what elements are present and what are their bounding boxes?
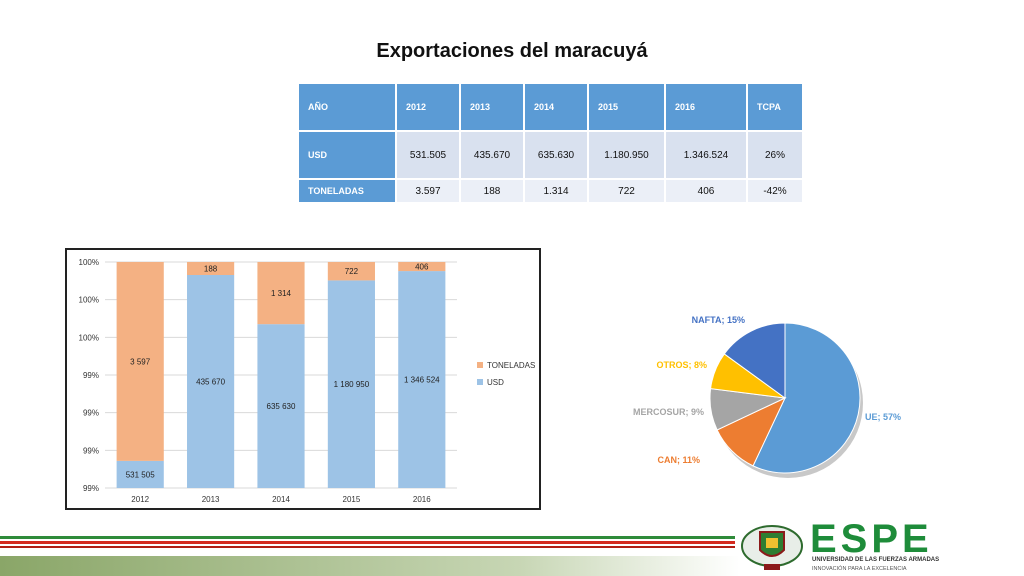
table-header-cell: 2015: [587, 82, 666, 132]
bar-toneladas: [257, 262, 305, 325]
table-cell: 1.346.524: [664, 130, 748, 180]
x-tick-label: 2013: [202, 495, 220, 504]
table-row: TONELADAS 3.597 188 1.314 722 406 -42%: [297, 178, 804, 204]
y-tick-label: 99%: [83, 484, 99, 493]
exports-table: AÑO 2012 2013 2014 2015 2016 TCPA USD 53…: [297, 82, 804, 204]
bar-toneladas: [398, 262, 446, 272]
bar-toneladas: [116, 262, 164, 461]
data-label: 1 180 950: [334, 380, 370, 389]
pie-chart: UE; 57% CAN; 11% MERCOSUR; 9% OTROS; 8% NAFT…: [610, 300, 940, 490]
bar-usd: [327, 280, 375, 488]
pie-label: MERCOSUR; 9%: [633, 407, 704, 417]
table-cell: 3.597: [395, 178, 461, 204]
table-cell: 188: [459, 178, 525, 204]
pie-slice: [723, 322, 786, 399]
row-label: USD: [297, 130, 397, 180]
y-tick-label: 100%: [79, 258, 99, 267]
x-tick-label: 2016: [413, 495, 431, 504]
footer-stripe-green: [0, 536, 735, 539]
legend-swatch: [477, 379, 483, 385]
data-label: 531 505: [126, 470, 155, 479]
legend-swatch: [477, 362, 483, 368]
pie-svg: UE; 57% CAN; 11% MERCOSUR; 9% OTROS; 8% NAFT…: [633, 315, 901, 478]
x-tick-label: 2014: [272, 495, 290, 504]
pie-label: CAN; 11%: [657, 455, 700, 465]
data-label: 1 346 524: [404, 376, 440, 385]
table-cell: 722: [587, 178, 666, 204]
data-label: 722: [345, 267, 359, 276]
row-label: TONELADAS: [297, 178, 397, 204]
data-label: 188: [204, 264, 218, 273]
data-label: 635 630: [267, 402, 296, 411]
footer-stripes: [0, 536, 735, 548]
pie-label: NAFTA; 15%: [692, 315, 745, 325]
table-cell: 1.180.950: [587, 130, 666, 180]
table-cell: 1.314: [523, 178, 589, 204]
data-label: 406: [415, 263, 429, 272]
table-header-cell: AÑO: [297, 82, 397, 132]
logo-tagline: INNOVACIÓN PARA LA EXCELENCIA: [812, 565, 907, 572]
stacked-bar-chart: 100% 100% 100% 99% 99% 99% 99% 531 505 3 597 2012…: [65, 248, 541, 510]
bar-usd: [257, 324, 305, 488]
footer-gradient-band: [0, 556, 740, 576]
bar-toneladas: [327, 262, 375, 281]
footer-stripe-darkred: [0, 546, 735, 548]
pie-label: UE; 57%: [865, 412, 901, 422]
y-tick-label: 100%: [79, 333, 99, 342]
page-title: Exportaciones del maracuyá: [376, 40, 648, 62]
table-header-cell: 2016: [664, 82, 748, 132]
logo-wordmark: ESPE: [810, 517, 933, 561]
stacked-bar-svg: 100% 100% 100% 99% 99% 99% 99% 531 505 3 597 2012…: [79, 258, 536, 504]
table-cell: -42%: [746, 178, 804, 204]
data-label: 435 670: [196, 377, 225, 386]
table-cell: 435.670: [459, 130, 525, 180]
bar-usd: [187, 274, 235, 488]
y-tick-label: 99%: [83, 446, 99, 455]
y-tick-label: 99%: [83, 371, 99, 380]
table-header-cell: 2012: [395, 82, 461, 132]
x-tick-label: 2012: [131, 495, 149, 504]
coat-of-arms-icon: [741, 525, 803, 570]
y-tick-label: 100%: [79, 296, 99, 305]
bar-usd: [398, 271, 446, 488]
espe-logo: ESPE UNIVERSIDAD DE LAS FUERZAS ARMADAS …: [741, 517, 939, 572]
table-header-cell: 2013: [459, 82, 525, 132]
data-label: 1 314: [271, 289, 292, 298]
table-header-cell: TCPA: [746, 82, 804, 132]
x-tick-label: 2015: [343, 495, 361, 504]
bar-toneladas: [187, 262, 235, 275]
bar-usd: [116, 460, 164, 488]
table-cell: 26%: [746, 130, 804, 180]
y-tick-label: 99%: [83, 409, 99, 418]
table-cell: 635.630: [523, 130, 589, 180]
table-header-row: AÑO 2012 2013 2014 2015 2016 TCPA: [297, 82, 804, 132]
legend-label: TONELADAS: [487, 361, 535, 370]
data-label: 3 597: [130, 357, 151, 366]
table-cell: 531.505: [395, 130, 461, 180]
table-cell: 406: [664, 178, 748, 204]
footer-stripe-red: [0, 541, 735, 544]
table-row: USD 531.505 435.670 635.630 1.180.950 1.…: [297, 130, 804, 180]
pie-label: OTROS; 8%: [656, 360, 707, 370]
logo-subtitle: UNIVERSIDAD DE LAS FUERZAS ARMADAS: [812, 557, 939, 563]
legend-label: USD: [487, 378, 504, 387]
table-header-cell: 2014: [523, 82, 589, 132]
pie-slice: [752, 322, 861, 474]
